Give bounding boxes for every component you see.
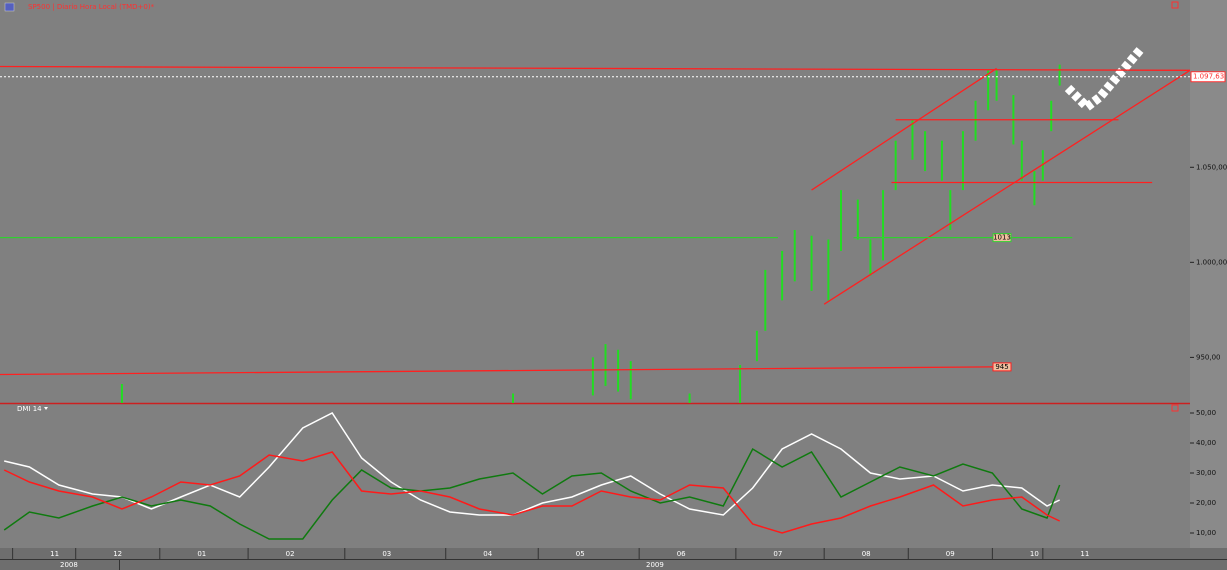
x-tick-label: 06 (677, 550, 686, 558)
x-tick-label: 09 (946, 550, 955, 558)
level-label-box (992, 233, 1012, 243)
y-tick-label: 50,00 (1196, 409, 1216, 417)
y-tick-label: 10,00 (1196, 529, 1216, 537)
dmi-line (4, 412, 1060, 516)
trendline (811, 67, 997, 191)
indicator-title[interactable]: DMI 14 (17, 405, 42, 413)
y-tick-label: 1.000,00 (1196, 258, 1227, 266)
x-tick-label: 01 (197, 550, 206, 558)
price-axis-area (1190, 0, 1227, 548)
price-plot (0, 64, 1190, 403)
trendline (0, 65, 1190, 71)
dropdown-arrow[interactable] (44, 407, 48, 410)
dmi-line (3, 451, 1060, 534)
trendline (823, 69, 1190, 305)
x-tick-label: 02 (286, 550, 295, 558)
year-label: 2009 (646, 561, 664, 569)
trendline (0, 366, 993, 376)
y-tick-label: 20,00 (1196, 499, 1216, 507)
x-tick-label: 08 (862, 550, 871, 558)
x-tick-label: 11 (1080, 550, 1089, 558)
dmi-plot (3, 412, 1061, 540)
maximize-button[interactable] (1171, 1, 1179, 9)
level-label: 1013 (993, 234, 1011, 242)
last-price-label: 1.097,63 (1193, 73, 1224, 81)
x-tick-label: 05 (576, 550, 585, 558)
level-label-box (992, 362, 1012, 372)
level-label: 945 (995, 363, 1008, 371)
x-tick-label: 07 (773, 550, 782, 558)
chart-title: SP500 | Diario Hora Local (TMD+0)* (28, 3, 155, 11)
maximize-button[interactable] (1171, 404, 1179, 412)
x-tick-label: 12 (113, 550, 122, 558)
x-tick-label: 10 (1030, 550, 1039, 558)
x-tick-label: 03 (382, 550, 391, 558)
y-tick-label: 1.050,00 (1196, 163, 1227, 171)
year-label: 2008 (60, 561, 78, 569)
symbol-icon[interactable] (4, 2, 15, 12)
dmi-line (3, 447, 1061, 540)
drawn-arrow (1064, 47, 1144, 113)
x-tick-label: 11 (50, 550, 59, 558)
y-tick-label: 950,00 (1196, 353, 1221, 361)
last-price-box (1190, 71, 1226, 83)
x-tick-label: 04 (483, 550, 492, 558)
y-tick-label: 30,00 (1196, 469, 1216, 477)
y-tick-label: 40,00 (1196, 439, 1216, 447)
